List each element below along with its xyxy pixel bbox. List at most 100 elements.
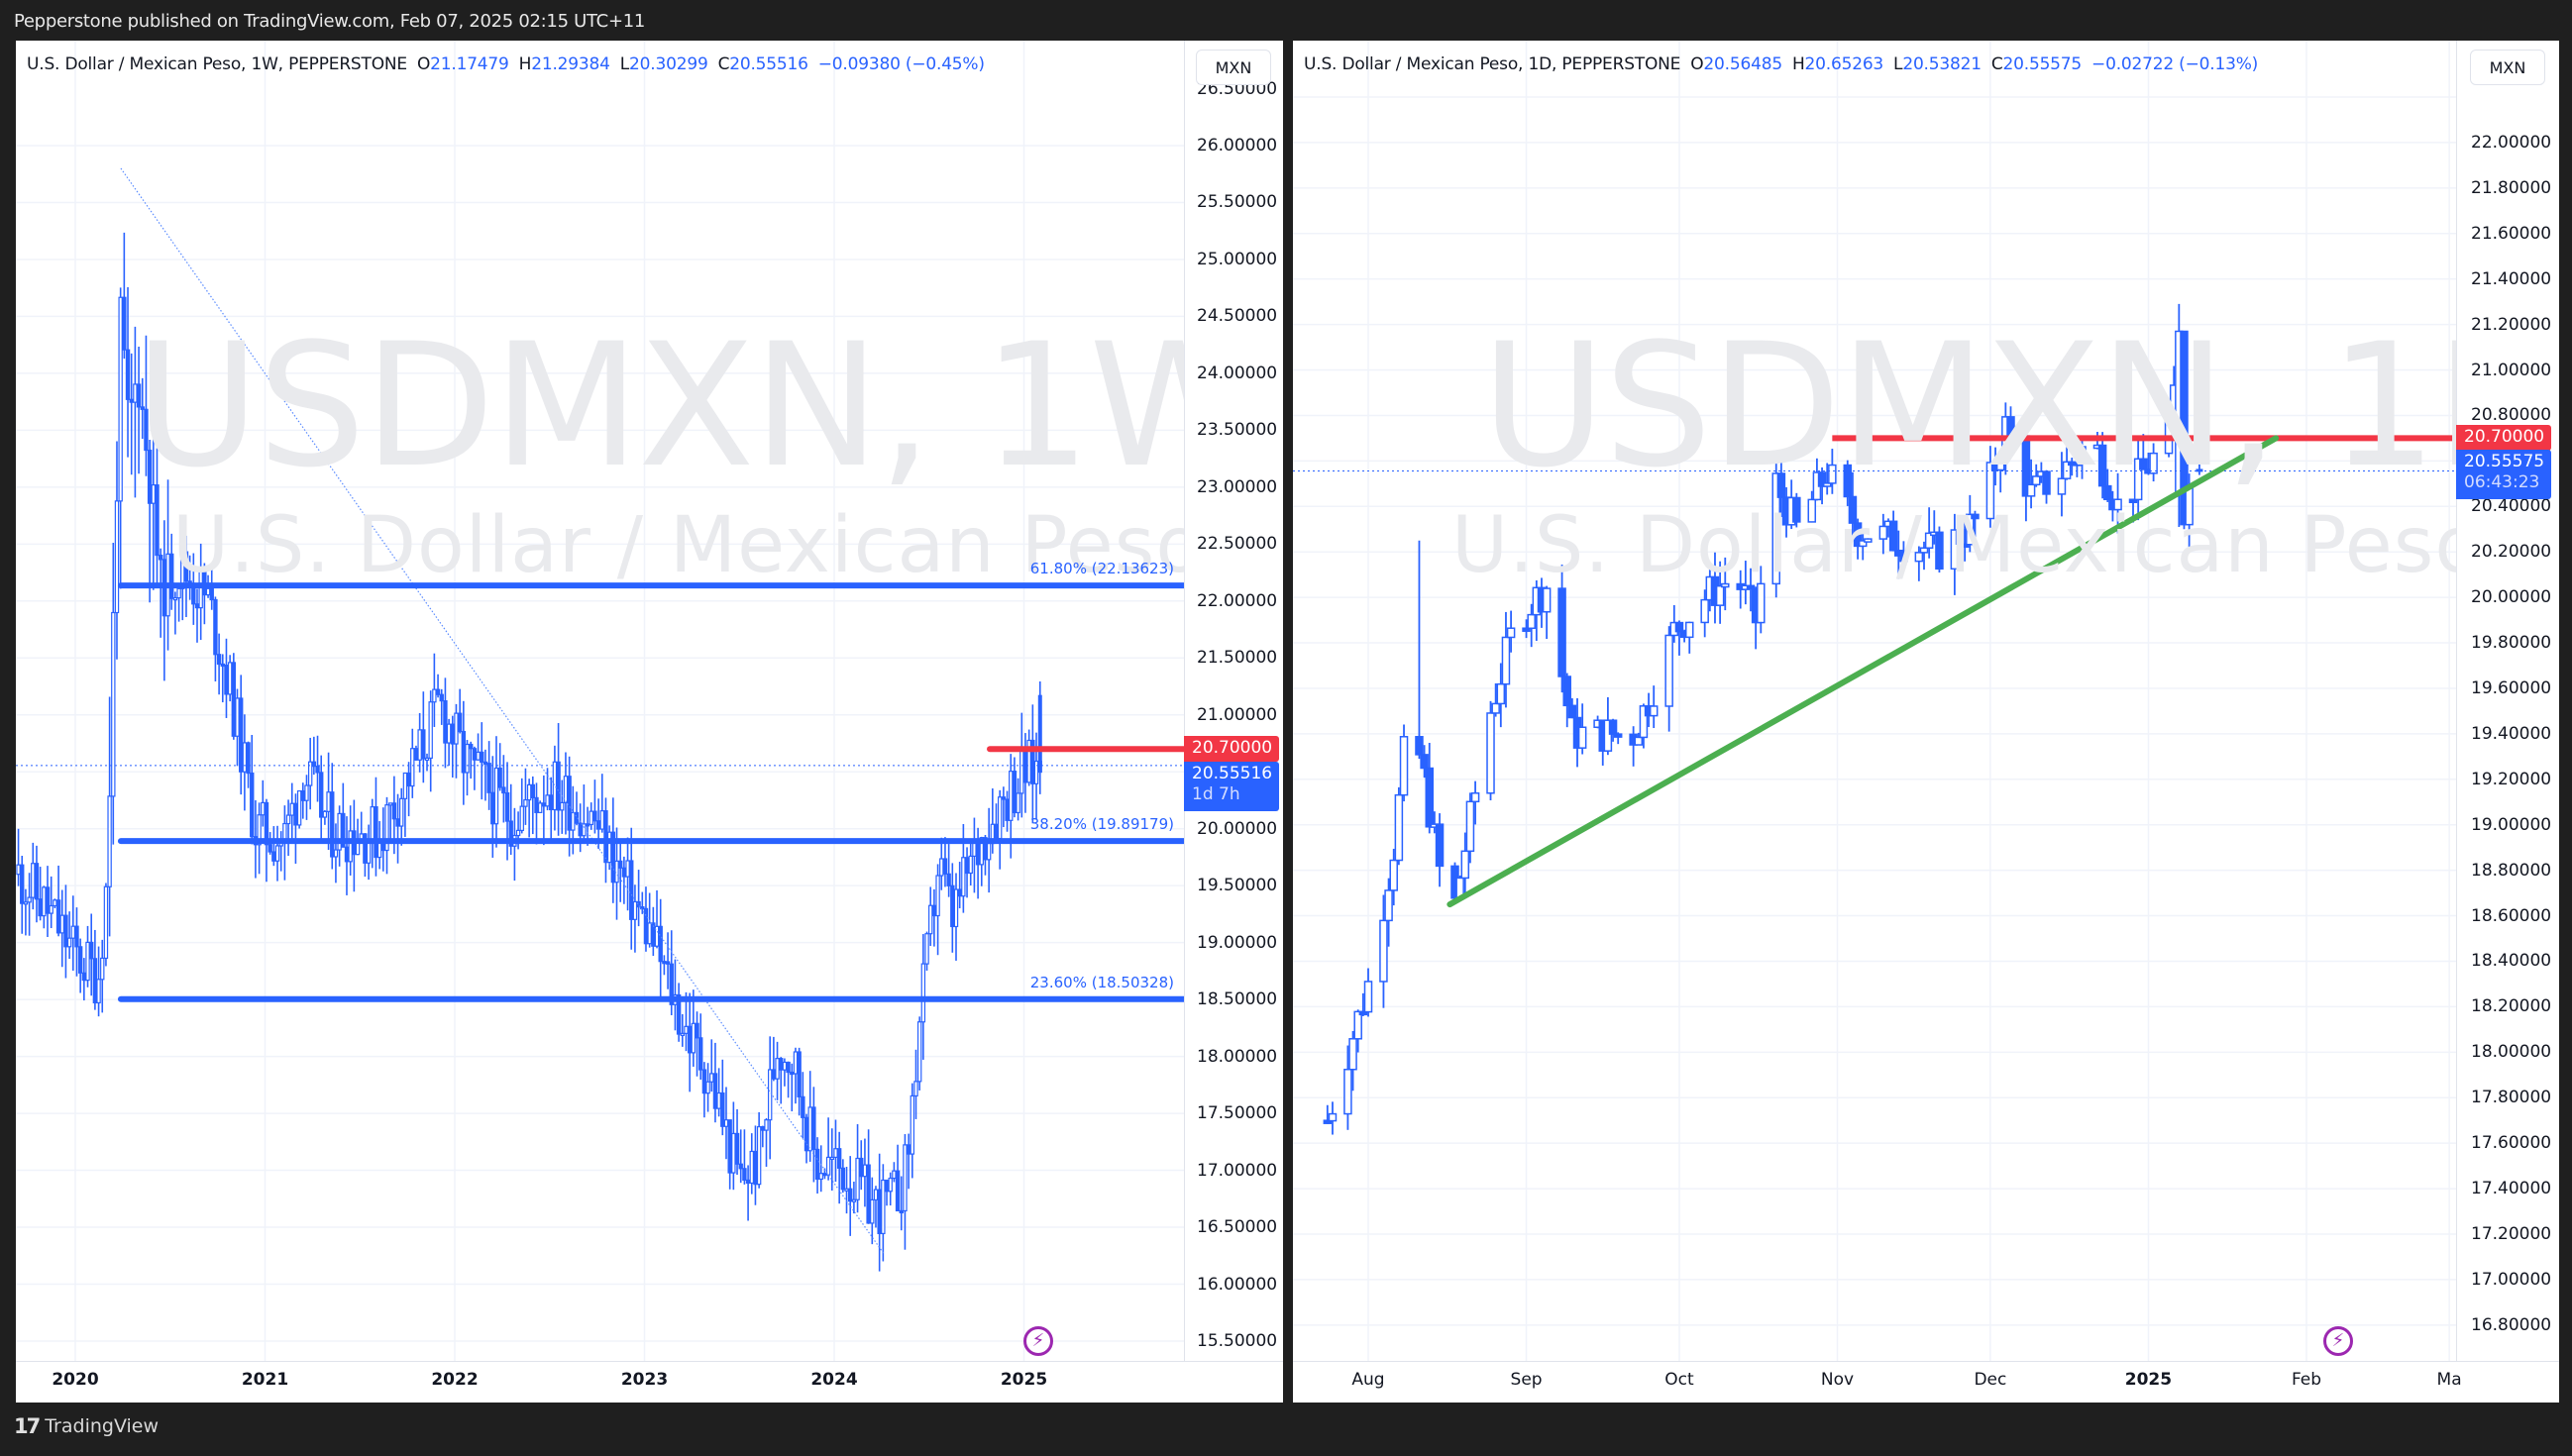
axis-tick-label: 19.50000 bbox=[1197, 876, 1278, 896]
axis-tick-label: 19.60000 bbox=[2471, 677, 2552, 698]
axis-tick-label: 20.00000 bbox=[2471, 587, 2552, 608]
axis-tick-label: Nov bbox=[1820, 1370, 1855, 1390]
resistance-price: 20.70000 bbox=[2464, 427, 2545, 448]
axis-tick-label: 18.40000 bbox=[2471, 951, 2552, 972]
axis-tick-label: 20.40000 bbox=[2471, 496, 2552, 517]
axis-tick-label: 18.80000 bbox=[2471, 860, 2552, 881]
time-axis[interactable]: 2020 2021 2022 2023 2024 2025 bbox=[16, 1361, 1283, 1403]
bar-countdown: 06:43:23 bbox=[2464, 471, 2540, 492]
axis-tick-label: 21.50000 bbox=[1197, 648, 1278, 669]
axis-tick-label: Sep bbox=[1510, 1370, 1543, 1390]
brand-name: TradingView bbox=[45, 1415, 160, 1437]
ascending-trendline bbox=[1447, 435, 2280, 908]
axis-tick-label: 17.80000 bbox=[2471, 1088, 2552, 1108]
axis-tick-label: 18.20000 bbox=[2471, 996, 2552, 1017]
axis-tick-label: 17.20000 bbox=[2471, 1224, 2552, 1244]
axis-tick-label: 2023 bbox=[620, 1370, 669, 1390]
tradingview-footer[interactable]: 17 TradingView bbox=[14, 1414, 159, 1438]
low-label: L bbox=[1893, 54, 1903, 74]
last-price-badge: 20.55516 1d 7h bbox=[1184, 762, 1279, 812]
axis-tick-label: 23.00000 bbox=[1197, 476, 1278, 497]
axis-tick-label: 2021 bbox=[241, 1370, 289, 1390]
last-price-badge: 20.55575 06:43:23 bbox=[2456, 449, 2551, 499]
axis-tick-label: 25.00000 bbox=[1197, 249, 1278, 269]
close-label: C bbox=[717, 54, 730, 74]
symbol-description: U.S. Dollar / Mexican Peso, 1W, PEPPERST… bbox=[27, 54, 407, 74]
fib-label-618: 61.80% (22.13623) bbox=[1029, 560, 1174, 578]
chart-pane-weekly[interactable]: USDMXN, 1W U.S. Dollar / Mexican Peso U.… bbox=[16, 41, 1283, 1403]
daily-candlestick-plot[interactable] bbox=[1293, 41, 2559, 1403]
change-value: −0.02722 (−0.13%) bbox=[2091, 54, 2259, 74]
axis-tick-label: 15.50000 bbox=[1197, 1330, 1278, 1351]
axis-tick-label: 20.00000 bbox=[1197, 818, 1278, 839]
axis-tick-label: 17.50000 bbox=[1197, 1103, 1278, 1124]
axis-tick-label: Aug bbox=[1351, 1370, 1385, 1390]
high-label: H bbox=[518, 54, 532, 74]
candles bbox=[16, 232, 1042, 1272]
axis-tick-label: 2024 bbox=[810, 1370, 858, 1390]
symbol-description: U.S. Dollar / Mexican Peso, 1D, PEPPERST… bbox=[1304, 54, 1681, 74]
axis-tick-label: 22.00000 bbox=[1197, 590, 1278, 611]
price-axis[interactable]: 26.50000 26.00000 25.50000 25.00000 24.50000… bbox=[1184, 41, 1283, 1361]
currency-button[interactable]: MXN bbox=[1196, 50, 1271, 85]
axis-tick-label: 18.00000 bbox=[2471, 1042, 2552, 1063]
axis-tick-label: 2022 bbox=[431, 1370, 479, 1390]
currency-button[interactable]: MXN bbox=[2470, 50, 2545, 85]
axis-tick-label: 18.00000 bbox=[1197, 1046, 1278, 1067]
axis-tick-label: 19.00000 bbox=[2471, 814, 2552, 835]
low-label: L bbox=[619, 54, 630, 74]
axis-tick-label: 17.40000 bbox=[2471, 1179, 2552, 1199]
axis-tick-label: 16.00000 bbox=[1197, 1274, 1278, 1295]
axis-tick-label: 16.80000 bbox=[2471, 1314, 2552, 1335]
axis-tick-label: 19.40000 bbox=[2471, 723, 2552, 744]
axis-tick-label: 22.00000 bbox=[2471, 132, 2552, 153]
axis-tick-label: 22.50000 bbox=[1197, 534, 1278, 555]
axis-tick-label: 2025 bbox=[1000, 1370, 1048, 1390]
axis-tick-label: 18.50000 bbox=[1197, 989, 1278, 1010]
symbol-legend[interactable]: U.S. Dollar / Mexican Peso, 1W, PEPPERST… bbox=[27, 54, 985, 74]
axis-tick-label: 21.60000 bbox=[2471, 223, 2552, 244]
axis-tick-label: 25.50000 bbox=[1197, 192, 1278, 213]
axis-tick-label: 20.80000 bbox=[2471, 405, 2552, 426]
axis-tick-label: 21.20000 bbox=[2471, 314, 2552, 335]
publisher-caption: Pepperstone published on TradingView.com… bbox=[14, 11, 646, 32]
axis-tick-label: 17.00000 bbox=[2471, 1269, 2552, 1290]
resistance-price-badge: 20.70000 bbox=[1184, 736, 1279, 763]
last-price: 20.55516 bbox=[1192, 764, 1273, 784]
axis-tick-label: 2025 bbox=[2124, 1370, 2173, 1390]
resistance-price-badge: 20.70000 bbox=[2456, 425, 2551, 452]
chart-pane-daily[interactable]: USDMXN, 1D U.S. Dollar / Mexican Peso U.… bbox=[1293, 41, 2559, 1403]
alert-lightning-icon[interactable]: ⚡︎ bbox=[1023, 1326, 1053, 1356]
axis-tick-label: 19.00000 bbox=[1197, 932, 1278, 953]
axis-tick-label: 21.40000 bbox=[2471, 268, 2552, 289]
axis-tick-label: 23.50000 bbox=[1197, 420, 1278, 441]
axis-tick-label: Dec bbox=[1974, 1370, 2007, 1390]
axis-tick-label: 17.00000 bbox=[1197, 1160, 1278, 1181]
close-value: 20.55575 bbox=[2002, 54, 2083, 74]
price-axis[interactable]: 22.00000 21.80000 21.60000 21.40000 21.20000… bbox=[2456, 41, 2559, 1361]
axis-tick-label: Feb bbox=[2291, 1370, 2322, 1390]
high-label: H bbox=[1791, 54, 1805, 74]
axis-tick-label: 24.00000 bbox=[1197, 363, 1278, 383]
candles bbox=[1323, 303, 2203, 1135]
axis-tick-label: Oct bbox=[1664, 1370, 1694, 1390]
open-value: 21.17479 bbox=[430, 54, 509, 74]
axis-tick-label: 21.80000 bbox=[2471, 177, 2552, 198]
open-label: O bbox=[416, 54, 431, 74]
low-value: 20.30299 bbox=[629, 54, 708, 74]
axis-tick-label: 26.00000 bbox=[1197, 136, 1278, 156]
high-value: 20.65263 bbox=[1804, 54, 1884, 74]
bar-countdown: 1d 7h bbox=[1192, 784, 1240, 805]
axis-tick-label: Ma bbox=[2436, 1370, 2462, 1390]
axis-tick-label: 16.50000 bbox=[1197, 1217, 1278, 1238]
axis-tick-label: 18.60000 bbox=[2471, 905, 2552, 926]
symbol-legend[interactable]: U.S. Dollar / Mexican Peso, 1D, PEPPERST… bbox=[1304, 54, 2258, 74]
open-value: 20.56485 bbox=[1703, 54, 1782, 74]
time-axis[interactable]: Aug Sep Oct Nov Dec 2025 Feb Ma bbox=[1293, 1361, 2559, 1403]
weekly-candlestick-plot[interactable] bbox=[16, 41, 1283, 1403]
close-value: 20.55516 bbox=[729, 54, 808, 74]
alert-lightning-icon[interactable]: ⚡︎ bbox=[2323, 1326, 2353, 1356]
axis-tick-label: 20.20000 bbox=[2471, 542, 2552, 563]
low-value: 20.53821 bbox=[1902, 54, 1982, 74]
change-value: −0.09380 (−0.45%) bbox=[817, 54, 985, 74]
